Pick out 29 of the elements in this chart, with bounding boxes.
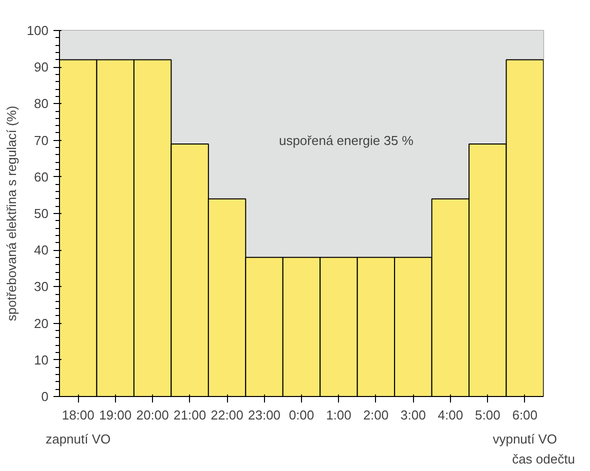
y-tick-label: 70	[34, 132, 49, 148]
x-tick-label: 3:00	[400, 408, 426, 422]
y-tick-label: 30	[34, 279, 49, 294]
x-tick-label: 6:00	[512, 408, 538, 422]
x-axis-title: čas odečtu	[512, 452, 575, 466]
y-tick-label: 0	[41, 389, 49, 404]
x-tick-label: 5:00	[475, 408, 500, 422]
x-tick-label: 22:00	[210, 408, 244, 422]
x-tick-label: 19:00	[99, 408, 132, 422]
x-tick-label: 23:00	[248, 408, 281, 422]
x-tick-label: 4:00	[438, 408, 464, 422]
text: zapnutí VO	[46, 432, 111, 446]
x-tick-label: 0:00	[288, 408, 314, 422]
x-tick-label: 21:00	[174, 408, 206, 422]
y-tick-label: 90	[34, 60, 49, 75]
y-tick-label: 40	[34, 242, 49, 258]
x-tick-label: 1:00	[326, 408, 352, 422]
text: vypnutí VO	[492, 432, 558, 446]
y-tick-label: 100	[26, 23, 49, 38]
annotation: uspořená energie 35 %	[278, 132, 414, 148]
x-tick-label: 20:00	[136, 408, 169, 422]
y-axis-title: spotřebovaná elektřina s regulací (%)	[4, 106, 19, 322]
y-tick-label: 20	[34, 316, 49, 331]
x-tick-label: 2:00	[363, 408, 389, 422]
y-tick-label: 80	[34, 96, 49, 112]
y-tick-label: 50	[34, 206, 49, 221]
x-tick-label: 18:00	[62, 408, 94, 422]
y-tick-label: 10	[34, 352, 49, 368]
y-tick-label: 60	[34, 169, 49, 184]
